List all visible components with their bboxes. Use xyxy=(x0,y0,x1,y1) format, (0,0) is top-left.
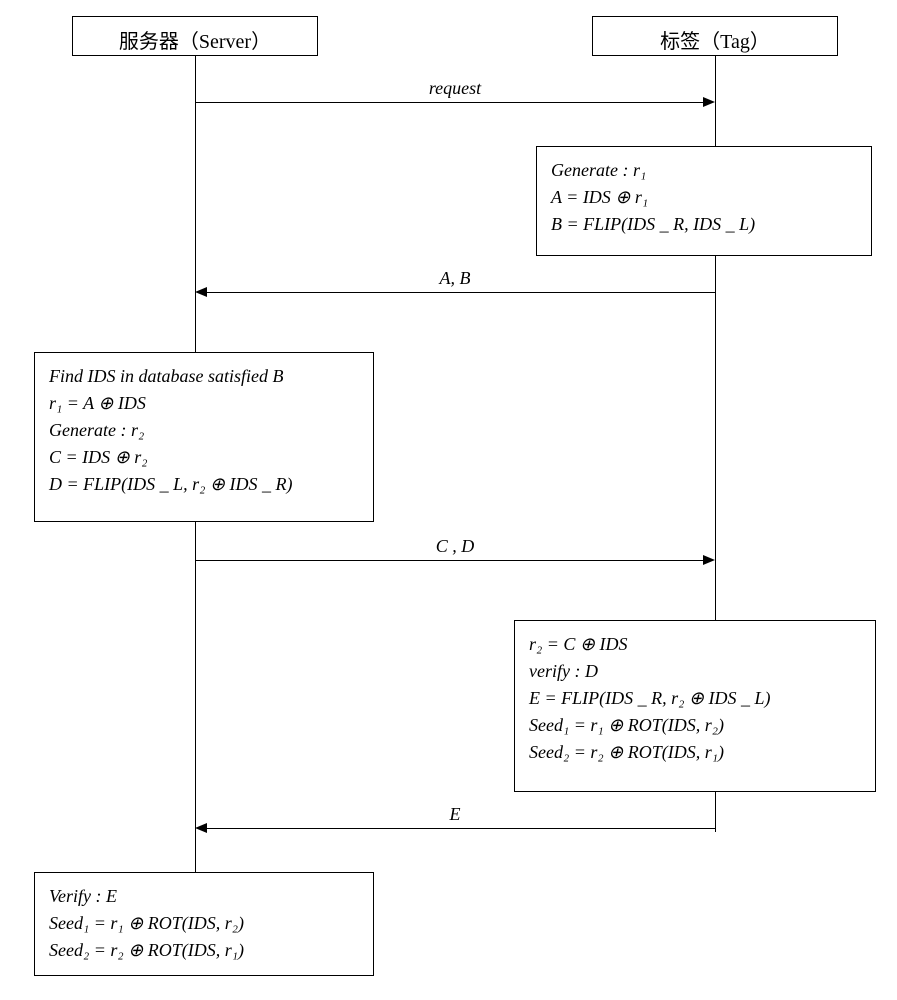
box2-line1: Find IDS in database satisfied B xyxy=(49,363,359,390)
box1-line1: Generate : r₁ xyxy=(551,157,857,184)
participant-server-label: 服务器（Server） xyxy=(119,31,271,53)
box3-line5: Seed₂ = r₂ ⊕ ROT(IDS, r₁) xyxy=(529,739,861,766)
box4-line3: Seed₂ = r₂ ⊕ ROT(IDS, r₁) xyxy=(49,937,359,964)
participant-tag: 标签（Tag） xyxy=(592,16,838,56)
box2-line3: Generate : r₂ xyxy=(49,417,359,444)
server-process-box: Find IDS in database satisfied B r₁ = A … xyxy=(34,352,374,522)
server-lifeline xyxy=(195,56,196,352)
box1-line2: A = IDS ⊕ r₁ xyxy=(551,184,857,211)
msg-request-arrow xyxy=(703,97,715,107)
box2-line5: D = FLIP(IDS _ L, r₂ ⊕ IDS _ R) xyxy=(49,471,359,498)
msg-ab-line xyxy=(207,292,715,293)
sequence-diagram: 服务器（Server） 标签（Tag） request Generate : r… xyxy=(0,0,897,1000)
msg-cd-arrow xyxy=(703,555,715,565)
box2-line4: C = IDS ⊕ r₂ xyxy=(49,444,359,471)
msg-e-line xyxy=(207,828,715,829)
box1-line3: B = FLIP(IDS _ R, IDS _ L) xyxy=(551,211,857,238)
msg-ab-arrow xyxy=(195,287,207,297)
msg-ab-label: A, B xyxy=(195,268,715,289)
msg-request-line xyxy=(195,102,703,103)
tag-lifeline xyxy=(715,56,716,146)
box2-line2: r₁ = A ⊕ IDS xyxy=(49,390,359,417)
box3-line3: E = FLIP(IDS _ R, r₂ ⊕ IDS _ L) xyxy=(529,685,861,712)
msg-cd-line xyxy=(195,560,703,561)
tag-verify-box: r₂ = C ⊕ IDS verify : D E = FLIP(IDS _ R… xyxy=(514,620,876,792)
box3-line2: verify : D xyxy=(529,658,861,685)
msg-e-arrow xyxy=(195,823,207,833)
tag-lifeline xyxy=(715,792,716,832)
box3-line1: r₂ = C ⊕ IDS xyxy=(529,631,861,658)
msg-cd-label: C , D xyxy=(195,536,715,557)
msg-request-label: request xyxy=(195,78,715,99)
box4-line1: Verify : E xyxy=(49,883,359,910)
tag-lifeline xyxy=(715,256,716,620)
tag-generate-box: Generate : r₁ A = IDS ⊕ r₁ B = FLIP(IDS … xyxy=(536,146,872,256)
msg-e-label: E xyxy=(195,804,715,825)
participant-server: 服务器（Server） xyxy=(72,16,318,56)
box3-line4: Seed₁ = r₁ ⊕ ROT(IDS, r₂) xyxy=(529,712,861,739)
participant-tag-label: 标签（Tag） xyxy=(660,31,770,53)
server-verify-box: Verify : E Seed₁ = r₁ ⊕ ROT(IDS, r₂) See… xyxy=(34,872,374,976)
box4-line2: Seed₁ = r₁ ⊕ ROT(IDS, r₂) xyxy=(49,910,359,937)
